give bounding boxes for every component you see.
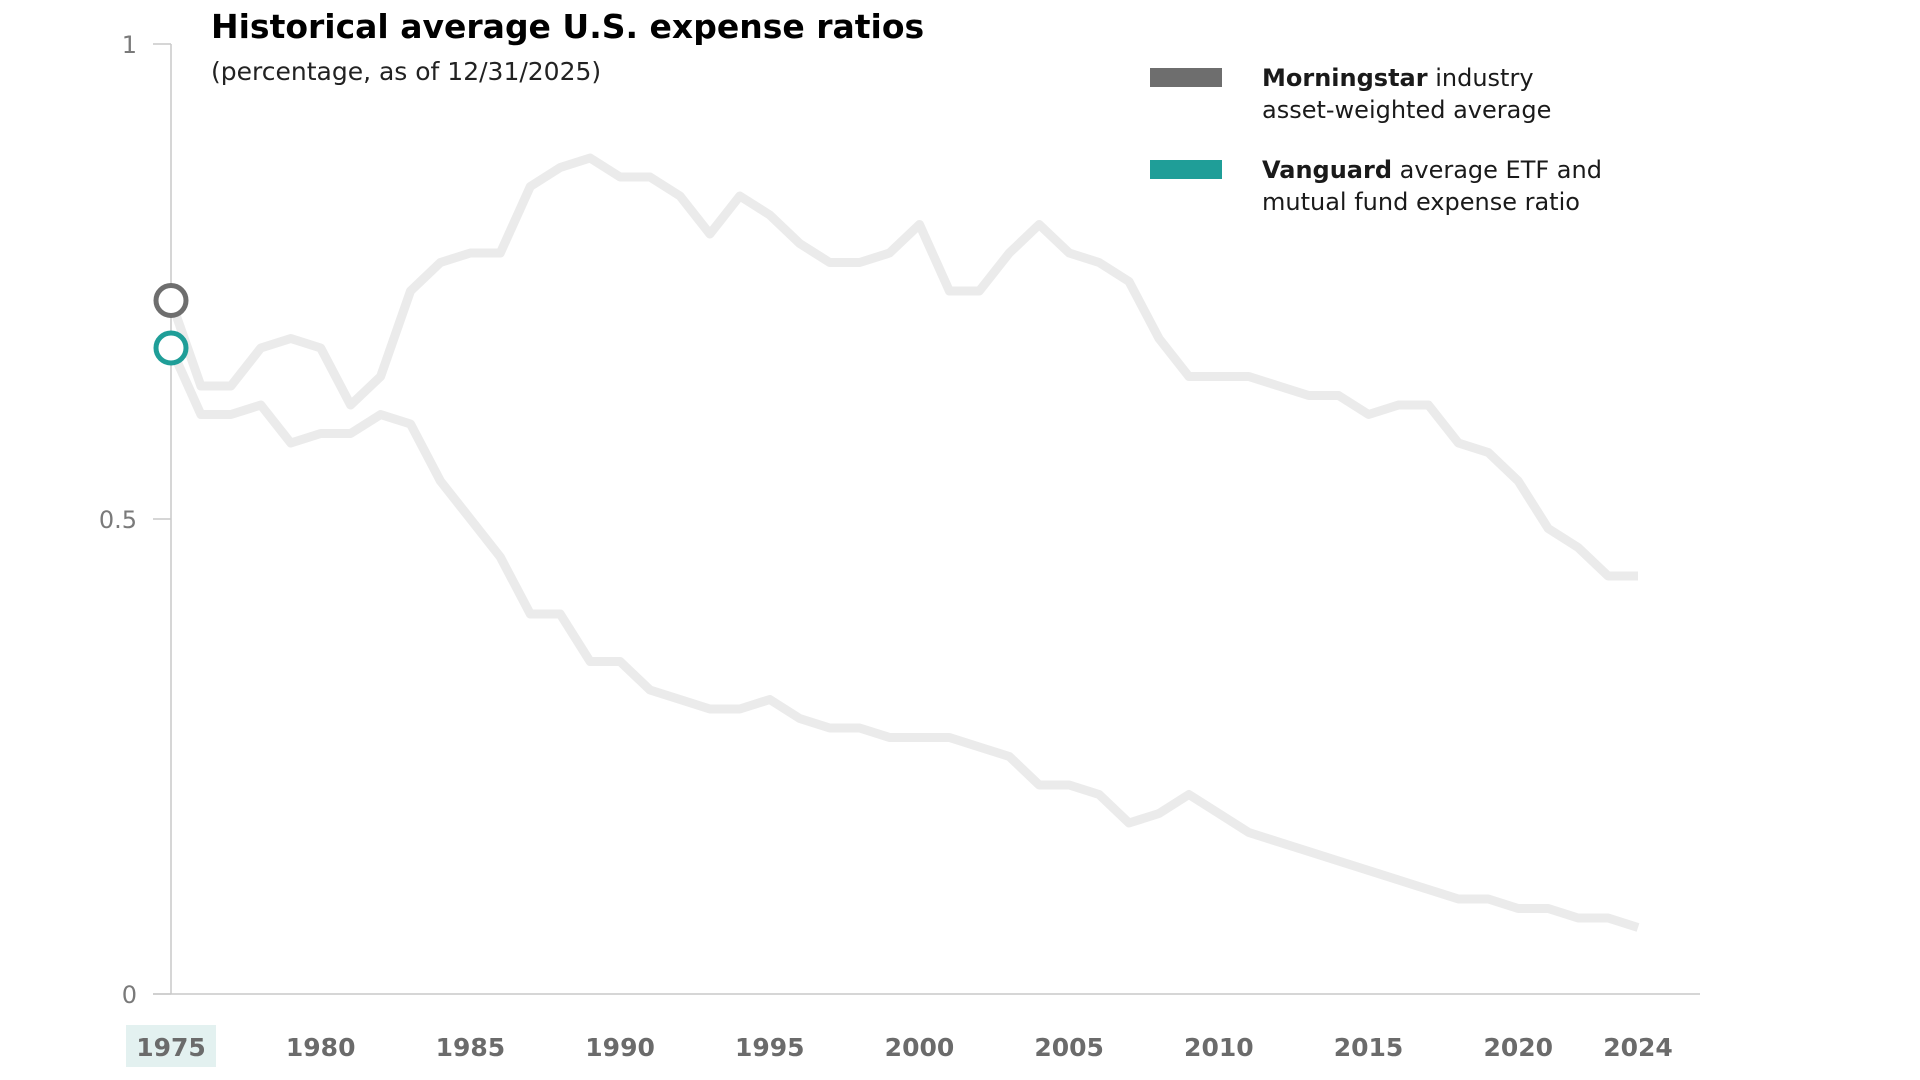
x-tick-label-1: 1980 xyxy=(286,1033,356,1062)
legend: Morningstar industry asset-weighted aver… xyxy=(1150,64,1602,216)
y-tick-label-2: 1 xyxy=(122,31,137,59)
legend-swatch-vanguard xyxy=(1150,160,1222,179)
x-tick-label-7: 2010 xyxy=(1184,1033,1254,1062)
series-line-1 xyxy=(166,346,1640,932)
series-markers xyxy=(153,283,189,366)
y-tick-label-0: 0 xyxy=(122,981,137,1009)
series-start-marker-1 xyxy=(153,330,189,366)
x-tick-label-4: 1995 xyxy=(735,1033,805,1062)
x-tick-label-3: 1990 xyxy=(585,1033,655,1062)
x-tick-label-9: 2020 xyxy=(1483,1033,1553,1062)
x-tick-label-6: 2005 xyxy=(1034,1033,1104,1062)
x-tick-label-0: 1975 xyxy=(136,1033,206,1062)
legend-label-vanguard-rest: average ETF and xyxy=(1392,156,1602,184)
x-tick-label-8: 2015 xyxy=(1334,1033,1404,1062)
legend-label-morningstar-line2: asset-weighted average xyxy=(1262,96,1551,124)
x-tick-highlight xyxy=(126,1025,216,1067)
x-tick-label-10: 2024 xyxy=(1603,1033,1673,1062)
chart-title: Historical average U.S. expense ratios xyxy=(211,7,924,46)
chart-axes: 0 0.5 1 1975 1980 1985 1990 1995 2000 2005 2010 201… xyxy=(99,31,1700,1067)
legend-label-vanguard-bold: Vanguard xyxy=(1262,156,1392,184)
legend-label-morningstar-bold: Morningstar xyxy=(1262,64,1428,92)
legend-label-morningstar: Morningstar industry xyxy=(1262,64,1534,92)
chart-subtitle: (percentage, as of 12/31/2025) xyxy=(211,57,601,86)
x-tick-label-2: 1985 xyxy=(436,1033,506,1062)
x-tick-label-5: 2000 xyxy=(885,1033,955,1062)
y-tick-label-1: 0.5 xyxy=(99,506,137,534)
legend-label-vanguard: Vanguard average ETF and xyxy=(1262,156,1602,184)
series-lines xyxy=(166,153,1640,932)
series-start-marker-0 xyxy=(153,283,189,318)
legend-label-morningstar-rest: industry xyxy=(1428,64,1534,92)
legend-label-vanguard-line2: mutual fund expense ratio xyxy=(1262,188,1580,216)
series-line-0 xyxy=(166,153,1638,581)
legend-swatch-morningstar xyxy=(1150,68,1222,87)
